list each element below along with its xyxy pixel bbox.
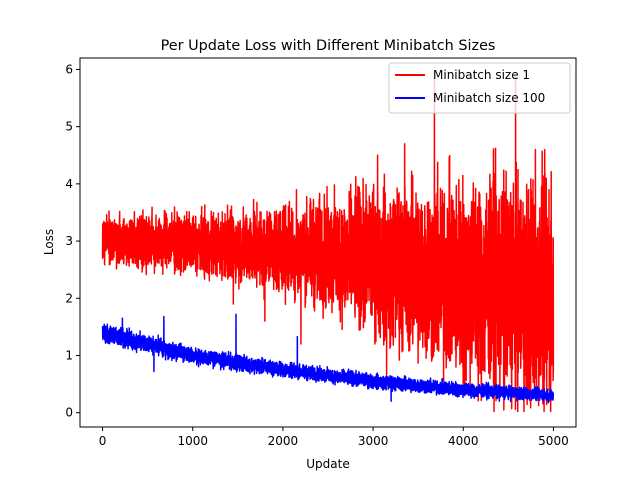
- y-tick-label: 4: [65, 177, 73, 191]
- y-tick-label: 1: [65, 348, 73, 362]
- y-axis: 0 1 2 3 4 5 6: [65, 62, 80, 420]
- x-tick-label: 0: [99, 434, 107, 448]
- axes-frame: [79, 57, 577, 428]
- x-tick-label: 3000: [358, 434, 389, 448]
- legend: Minibatch size 1 Minibatch size 100: [388, 62, 571, 114]
- y-tick-label: 6: [65, 62, 73, 76]
- series-layer: [101, 74, 555, 413]
- y-tick-label: 5: [65, 120, 73, 134]
- legend-box: [388, 62, 571, 114]
- chart-title: Per Update Loss with Different Minibatch…: [161, 38, 496, 54]
- x-tick-label: 5000: [538, 434, 569, 448]
- y-tick-label: 3: [65, 234, 73, 248]
- y-tick-label: 0: [65, 406, 73, 420]
- x-axis-label: Update: [306, 457, 349, 471]
- series-line-minibatch-100: [101, 313, 555, 404]
- plot-area: [79, 57, 577, 428]
- legend-label-minibatch-100: Minibatch size 100: [433, 91, 545, 105]
- x-tick-label: 1000: [177, 434, 208, 448]
- x-tick-label: 2000: [268, 434, 299, 448]
- x-tick-label: 4000: [448, 434, 479, 448]
- series-line-minibatch-1: [101, 74, 555, 413]
- y-axis-label: Loss: [42, 229, 56, 255]
- y-tick-label: 2: [65, 291, 73, 305]
- legend-label-minibatch-1: Minibatch size 1: [433, 68, 530, 82]
- x-axis: 0 1000 2000 3000 4000 5000: [99, 427, 569, 448]
